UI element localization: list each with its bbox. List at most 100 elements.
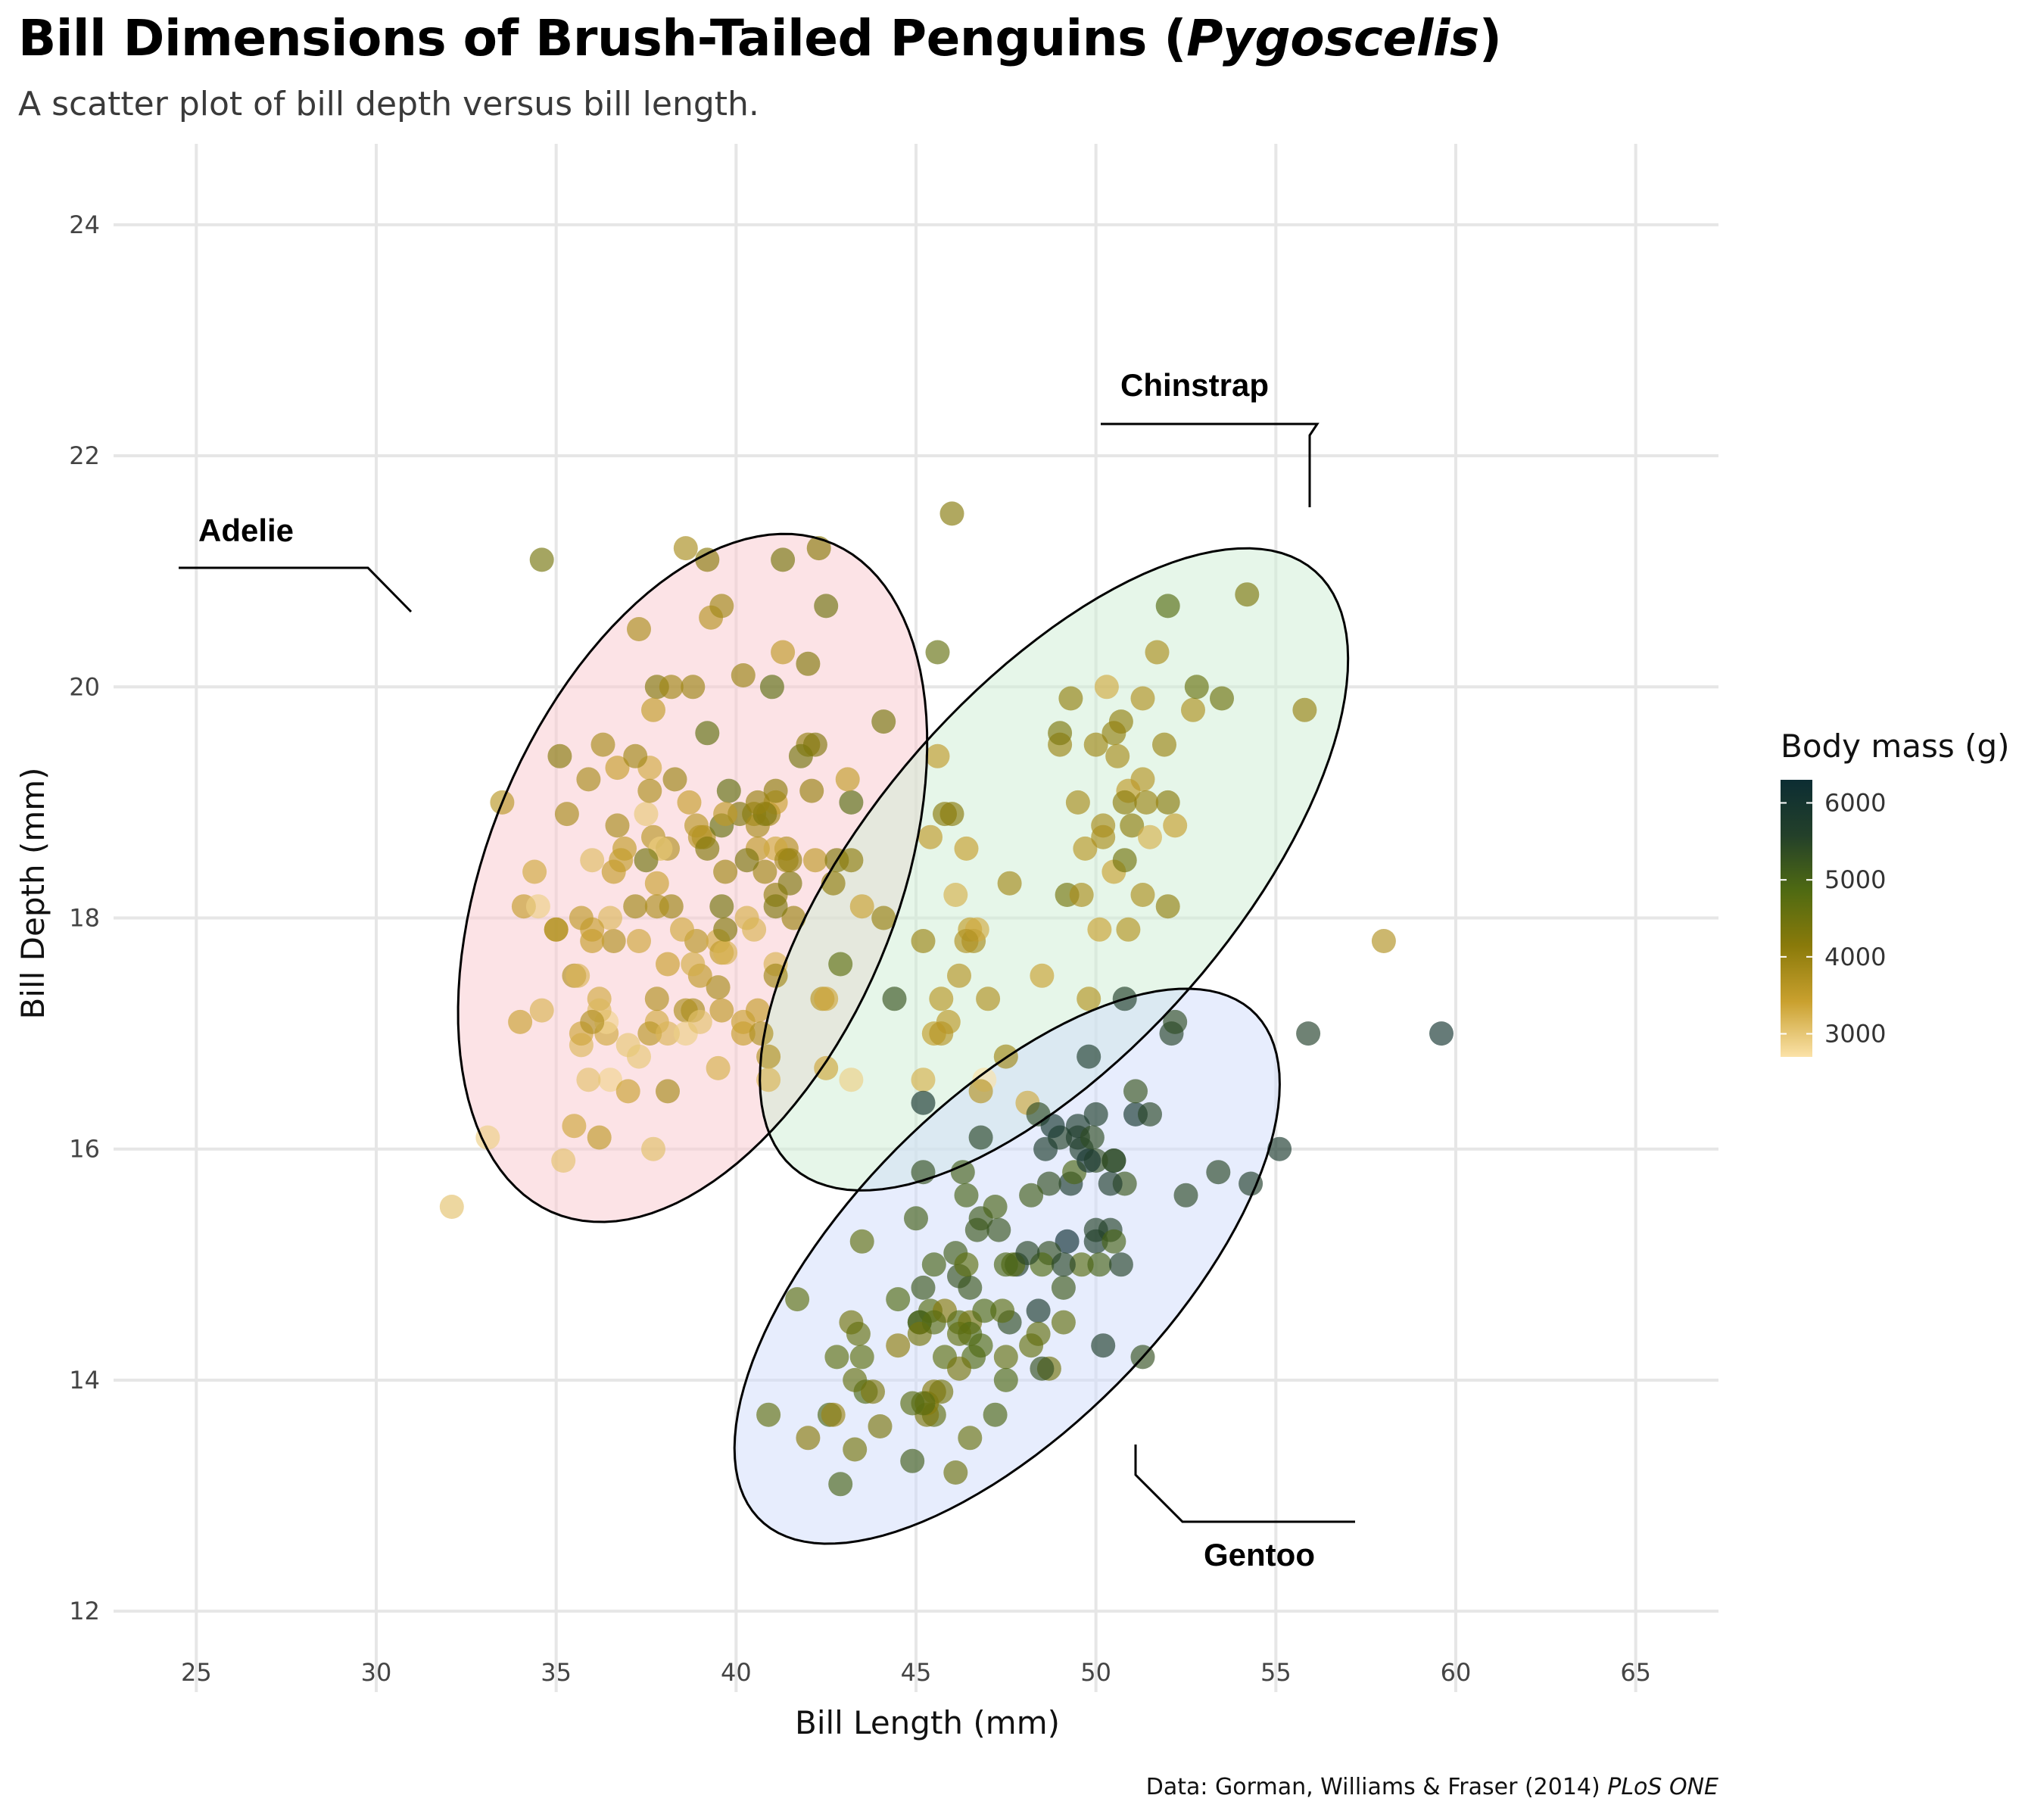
point-gentoo (849, 1229, 874, 1254)
point-chinstrap (1048, 721, 1073, 746)
point-gentoo (929, 1379, 954, 1404)
point-gentoo (1077, 1044, 1101, 1069)
point-adelie (806, 536, 831, 561)
point-adelie (871, 709, 896, 734)
point-chinstrap (1105, 743, 1130, 768)
point-chinstrap (1065, 790, 1090, 815)
point-chinstrap (1210, 686, 1234, 711)
point-adelie (799, 778, 824, 803)
point-gentoo (1101, 1229, 1126, 1254)
point-gentoo (958, 1426, 983, 1451)
title-main: Bill Dimensions of Brush-Tailed Penguins… (18, 9, 1187, 67)
point-gentoo (911, 1275, 936, 1300)
point-adelie (656, 1021, 680, 1046)
x-tick-label: 60 (1441, 1658, 1472, 1687)
point-adelie (641, 697, 665, 722)
point-adelie (634, 848, 659, 873)
point-chinstrap (976, 986, 1001, 1011)
point-chinstrap (849, 894, 874, 919)
title-close: ) (1478, 9, 1502, 67)
point-adelie (644, 894, 669, 919)
species-label-gentoo: Gentoo (1204, 1537, 1315, 1572)
point-gentoo (990, 1298, 1015, 1323)
point-adelie (634, 802, 659, 827)
point-adelie (662, 767, 687, 792)
point-gentoo (868, 1414, 893, 1438)
point-chinstrap (1108, 709, 1133, 734)
gentoo-leader-line (1134, 1445, 1355, 1523)
point-gentoo (911, 1090, 936, 1115)
point-adelie (529, 998, 554, 1023)
point-adelie (713, 917, 738, 942)
point-gentoo (1051, 1310, 1076, 1335)
legend-title: Body mass (g) (1781, 728, 2010, 765)
point-chinstrap (1130, 883, 1155, 907)
point-gentoo (785, 1287, 810, 1312)
point-gentoo (849, 1345, 874, 1370)
point-chinstrap (1087, 917, 1112, 942)
point-chinstrap (918, 824, 943, 849)
point-chinstrap (1120, 813, 1145, 838)
point-adelie (713, 940, 738, 965)
point-gentoo (843, 1437, 868, 1462)
title-genus: Pygoscelis (1186, 9, 1479, 67)
point-chinstrap (954, 836, 979, 861)
point-chinstrap (925, 743, 950, 768)
point-adelie (569, 905, 594, 930)
point-gentoo (843, 1367, 868, 1392)
point-chinstrap (1292, 697, 1317, 722)
point-adelie (615, 1079, 640, 1104)
point-gentoo (947, 1356, 971, 1381)
point-adelie (763, 778, 788, 803)
y-tick-label: 24 (69, 210, 100, 239)
point-gentoo (1087, 1252, 1112, 1277)
point-gentoo (886, 1287, 911, 1312)
point-adelie (713, 859, 738, 884)
point-gentoo (1036, 1171, 1061, 1196)
ellipse-outline-chinstrap (759, 547, 1350, 1192)
point-adelie (709, 594, 734, 619)
point-adelie (752, 859, 777, 884)
point-gentoo (1429, 1021, 1454, 1046)
point-adelie (749, 1021, 774, 1046)
point-adelie (605, 813, 630, 838)
point-adelie (644, 986, 669, 1011)
y-tick-label: 16 (69, 1135, 100, 1164)
chart-subtitle: A scatter plot of bill depth versus bill… (18, 85, 759, 123)
x-tick-label: 55 (1260, 1658, 1292, 1687)
point-chinstrap (947, 963, 971, 988)
point-adelie (605, 756, 630, 781)
y-tick-label: 22 (69, 441, 100, 470)
point-chinstrap (1069, 883, 1094, 907)
point-gentoo (958, 1275, 983, 1300)
point-adelie (814, 594, 839, 619)
point-adelie (475, 1125, 500, 1150)
point-adelie (777, 871, 802, 896)
point-adelie (627, 617, 651, 641)
point-chinstrap (954, 929, 979, 953)
point-adelie (709, 894, 734, 919)
point-chinstrap (1235, 582, 1260, 607)
point-adelie (695, 721, 720, 746)
point-adelie (566, 963, 590, 988)
point-gentoo (1163, 1009, 1188, 1034)
point-adelie (706, 1055, 731, 1080)
point-gentoo (1296, 1021, 1321, 1046)
point-gentoo (943, 1460, 968, 1485)
point-adelie (731, 663, 756, 687)
point-chinstrap (1152, 732, 1176, 757)
point-adelie (687, 1009, 712, 1034)
chart-title: Bill Dimensions of Brush-Tailed Penguins… (18, 9, 1502, 67)
point-adelie (644, 871, 669, 896)
point-adelie (551, 1148, 576, 1173)
point-adelie (709, 998, 734, 1023)
point-chinstrap (1371, 929, 1396, 953)
x-tick-label: 65 (1620, 1658, 1651, 1687)
point-adelie (796, 651, 821, 676)
point-gentoo (947, 1321, 971, 1346)
point-gentoo (1206, 1160, 1231, 1185)
point-adelie (525, 894, 550, 919)
point-chinstrap (968, 1079, 993, 1104)
point-gentoo (1101, 1148, 1126, 1173)
caption-text: Data: Gorman, Williams & Fraser (2014) (1145, 1774, 1608, 1800)
